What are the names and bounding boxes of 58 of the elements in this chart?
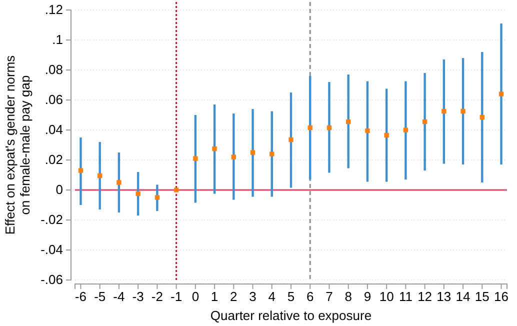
x-tick-label: 7 xyxy=(326,289,333,304)
point xyxy=(116,180,122,185)
x-axis-title: Quarter relative to exposure xyxy=(210,308,372,323)
x-tick-label: -4 xyxy=(113,289,125,304)
point xyxy=(308,125,312,130)
x-tick-label: 5 xyxy=(287,289,295,304)
x-tick-label: -2 xyxy=(151,289,163,304)
point xyxy=(250,150,256,155)
x-tick-label: -1 xyxy=(170,289,182,304)
point xyxy=(193,156,198,161)
point xyxy=(442,108,446,114)
y-tick-label: -.02 xyxy=(40,212,63,228)
point xyxy=(174,188,179,192)
x-tick-label: 13 xyxy=(436,289,452,304)
x-tick-label: 1 xyxy=(210,289,218,304)
point xyxy=(498,92,504,96)
point xyxy=(460,108,466,114)
x-tick-label: 14 xyxy=(456,289,470,304)
point xyxy=(98,173,102,178)
point xyxy=(231,154,236,160)
x-tick-label: 15 xyxy=(474,289,490,304)
y-tick-label: .06 xyxy=(44,92,63,108)
x-tick-label: -3 xyxy=(132,289,144,304)
x-tick-label: 4 xyxy=(268,289,276,304)
point xyxy=(480,114,484,120)
point xyxy=(422,119,428,124)
point xyxy=(270,152,274,156)
y-tick-label: -.06 xyxy=(40,272,63,288)
y-tick-label: 0 xyxy=(56,182,63,198)
x-tick-label: -5 xyxy=(94,289,106,304)
point xyxy=(78,168,84,173)
point xyxy=(288,137,294,142)
y-tick-label: .12 xyxy=(44,2,63,18)
x-tick-label: 2 xyxy=(230,289,238,304)
x-tick-label: 3 xyxy=(249,289,256,304)
x-tick-label: 9 xyxy=(364,289,372,304)
y-tick-label: .08 xyxy=(44,62,63,78)
x-tick-label: 11 xyxy=(398,289,412,304)
y-tick-label: .04 xyxy=(44,122,63,138)
x-tick-label: 12 xyxy=(418,289,432,304)
x-tick-label: 16 xyxy=(494,289,508,304)
y-tick-label: -.04 xyxy=(40,242,63,258)
x-tick-label: 8 xyxy=(344,289,352,304)
point xyxy=(212,146,217,152)
point xyxy=(346,119,351,124)
point xyxy=(326,125,332,130)
point xyxy=(154,195,160,200)
y-tick-label: .02 xyxy=(44,152,63,168)
point xyxy=(365,128,370,134)
x-tick-label: -6 xyxy=(74,289,87,304)
point xyxy=(136,191,140,196)
point xyxy=(384,132,389,138)
x-tick-label: 0 xyxy=(192,289,200,304)
x-tick-label: 10 xyxy=(379,289,394,304)
y-axis-title: Effect on expat's gender norms on female-male pay gap xyxy=(2,54,32,235)
point xyxy=(403,128,408,132)
y-tick-label: .1 xyxy=(52,32,63,48)
x-tick-label: 6 xyxy=(306,289,314,304)
